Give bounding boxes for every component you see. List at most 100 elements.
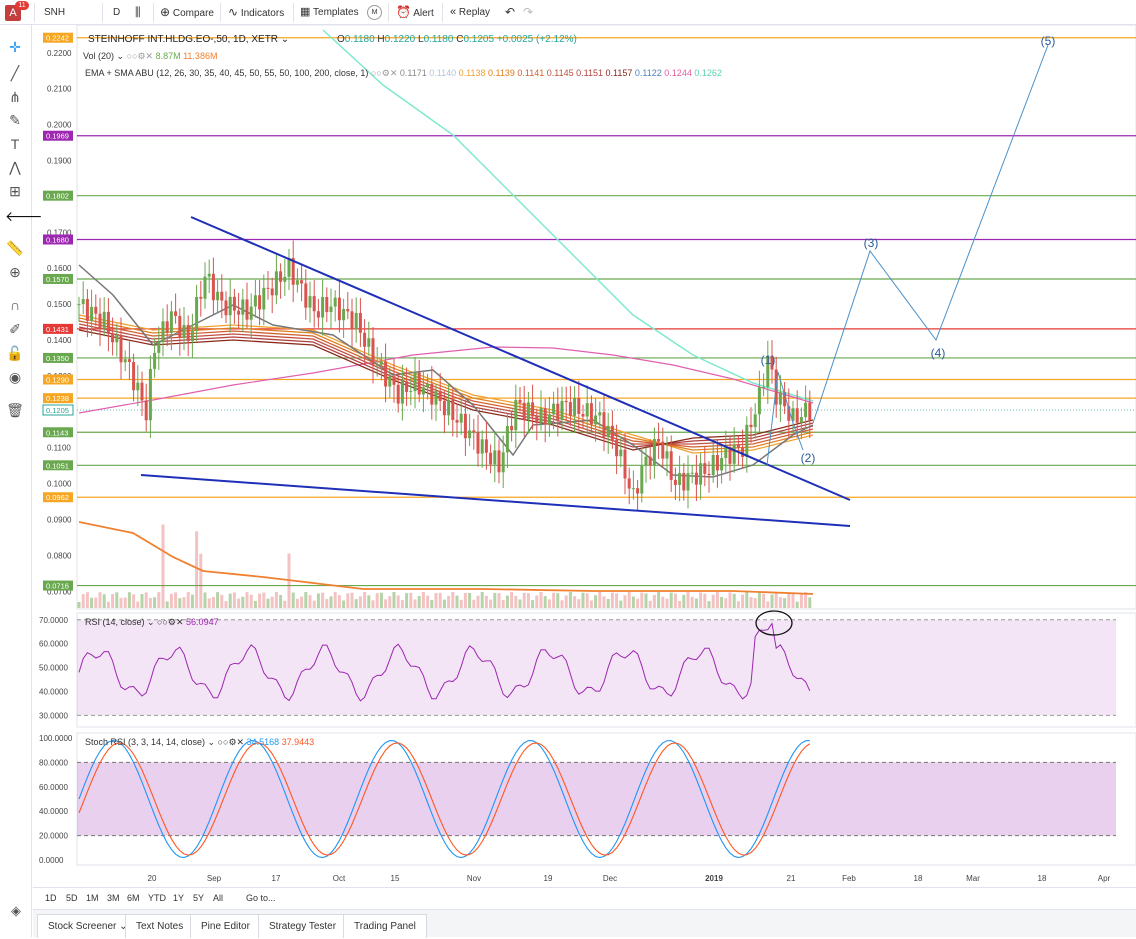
candle-body[interactable] — [463, 413, 467, 439]
candle-body[interactable] — [434, 390, 438, 405]
brush-icon[interactable]: ✎ — [9, 112, 21, 128]
candle-body[interactable] — [190, 331, 194, 342]
candle-body[interactable] — [476, 432, 480, 454]
candle-body[interactable] — [690, 472, 694, 474]
candle-body[interactable] — [119, 335, 123, 363]
candle-body[interactable] — [627, 478, 631, 489]
pitchfork-icon[interactable]: ⋔ — [9, 89, 21, 105]
wave-projection-line[interactable] — [812, 44, 1049, 424]
candle-body[interactable] — [304, 283, 308, 308]
candle-body[interactable] — [510, 425, 514, 431]
trash-icon[interactable]: 🗑 — [6, 402, 24, 418]
rsi-circle-annotation[interactable] — [755, 610, 793, 636]
candle-body[interactable] — [400, 381, 404, 404]
candle-body[interactable] — [409, 391, 413, 393]
candle-body[interactable] — [787, 406, 791, 421]
candle-body[interactable] — [363, 332, 367, 347]
candle-body[interactable] — [459, 413, 463, 423]
templates-button[interactable]: ▦ Templates — [300, 0, 359, 25]
pattern-icon[interactable]: ⋀ — [9, 159, 21, 175]
candle-body[interactable] — [266, 287, 270, 289]
candle-body[interactable] — [619, 449, 623, 457]
candle-body[interactable] — [136, 382, 140, 391]
candle-body[interactable] — [472, 430, 476, 433]
candle-body[interactable] — [795, 408, 799, 423]
candle-body[interactable] — [699, 463, 703, 485]
candle-body[interactable] — [388, 376, 392, 387]
candle-body[interactable] — [371, 338, 375, 366]
candle-body[interactable] — [438, 390, 442, 401]
candle-body[interactable] — [249, 306, 253, 320]
candle-body[interactable] — [564, 400, 568, 403]
candle-body[interactable] — [455, 419, 459, 423]
candle-body[interactable] — [652, 438, 656, 466]
redo-icon[interactable]: ↷ — [523, 5, 534, 19]
interval-button[interactable]: D — [113, 7, 121, 18]
indicators-button[interactable]: ∿ Indicators — [228, 0, 284, 25]
stoch-pane-frame[interactable] — [76, 732, 1136, 866]
candle-body[interactable] — [384, 361, 388, 387]
range-all[interactable]: All — [213, 893, 224, 903]
candle-body[interactable] — [245, 299, 249, 320]
candle-body[interactable] — [115, 335, 119, 343]
prediction-icon[interactable]: ⊞ — [9, 183, 21, 199]
candle-body[interactable] — [375, 364, 379, 366]
candle-body[interactable] — [396, 384, 400, 404]
candle-body[interactable] — [161, 321, 165, 343]
alert-button[interactable]: ⏰ Alert — [396, 0, 434, 25]
candle-body[interactable] — [669, 451, 673, 480]
candle-body[interactable] — [778, 392, 782, 405]
candle-body[interactable] — [90, 306, 94, 321]
candle-body[interactable] — [770, 355, 774, 370]
crosshair-icon[interactable]: ✛ — [9, 39, 21, 55]
candle-body[interactable] — [358, 312, 362, 333]
candle-body[interactable] — [762, 387, 766, 389]
range-5d[interactable]: 5D — [66, 893, 78, 903]
candle-body[interactable] — [237, 310, 241, 315]
candle-body[interactable] — [127, 359, 131, 362]
candle-body[interactable] — [182, 324, 186, 338]
candle-body[interactable] — [232, 296, 236, 311]
candle-body[interactable] — [560, 400, 564, 421]
candle-body[interactable] — [678, 472, 682, 485]
compare-button[interactable]: ⊕ Compare — [160, 0, 214, 25]
candle-body[interactable] — [661, 441, 665, 459]
candle-body[interactable] — [346, 309, 350, 312]
candle-body[interactable] — [279, 271, 283, 282]
candle-body[interactable] — [354, 312, 358, 330]
candle-body[interactable] — [505, 425, 509, 453]
tab-pine-editor[interactable]: Pine Editor — [190, 914, 261, 938]
candle-body[interactable] — [165, 321, 169, 333]
back-arrow-icon[interactable]: 🡐 — [5, 208, 43, 224]
magnet-icon[interactable]: ∩ — [9, 297, 21, 313]
candle-body[interactable] — [484, 439, 488, 453]
candle-body[interactable] — [94, 306, 98, 314]
candle-body[interactable] — [720, 458, 724, 471]
range-1m[interactable]: 1M — [86, 893, 99, 903]
candle-body[interactable] — [253, 295, 257, 307]
candle-body[interactable] — [694, 472, 698, 485]
candle-body[interactable] — [291, 258, 295, 285]
candle-body[interactable] — [501, 452, 505, 473]
candle-body[interactable] — [745, 424, 749, 457]
candle-body[interactable] — [715, 455, 719, 471]
range-1d[interactable]: 1D — [45, 893, 57, 903]
candle-body[interactable] — [451, 400, 455, 420]
candle-body[interactable] — [216, 291, 220, 301]
candle-body[interactable] — [631, 488, 635, 490]
candle-body[interactable] — [480, 439, 484, 454]
candle-body[interactable] — [753, 414, 757, 428]
candle-body[interactable] — [539, 408, 543, 423]
tab-trading-panel[interactable]: Trading Panel — [343, 914, 427, 938]
candle-body[interactable] — [757, 387, 761, 415]
candle-body[interactable] — [405, 381, 409, 392]
candle-body[interactable] — [199, 296, 203, 299]
candle-body[interactable] — [610, 425, 614, 440]
candle-body[interactable] — [741, 447, 745, 457]
candle-body[interactable] — [665, 451, 669, 459]
candle-body[interactable] — [518, 400, 522, 403]
candle-body[interactable] — [111, 333, 115, 343]
candle-body[interactable] — [623, 449, 627, 479]
candle-body[interactable] — [85, 299, 89, 321]
candle-body[interactable] — [594, 415, 598, 425]
